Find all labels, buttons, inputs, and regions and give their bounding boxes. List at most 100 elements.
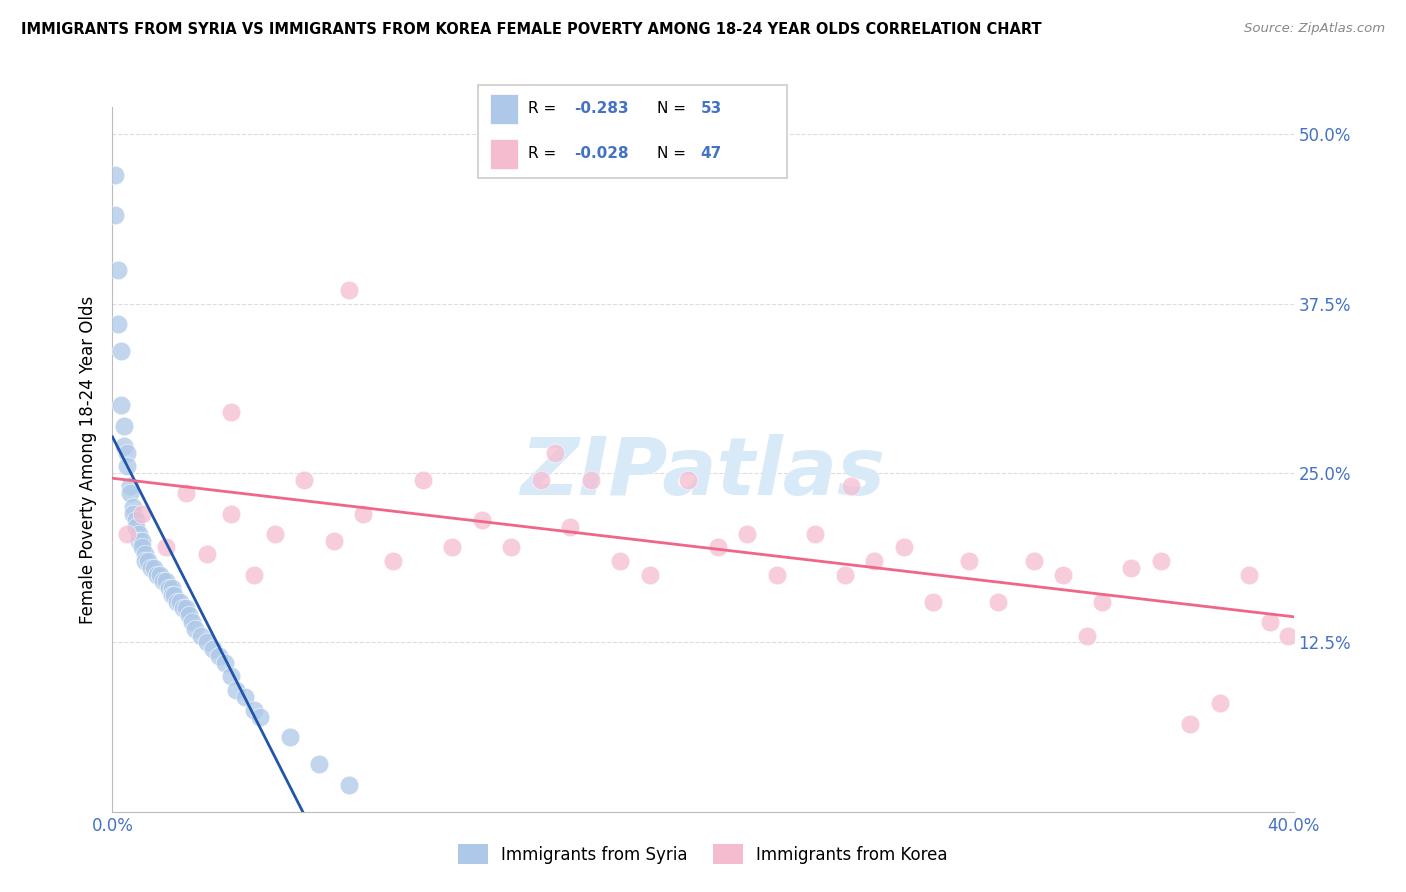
Point [411, 473, 433, 487]
Point [214, 656, 236, 670]
Point [195, 635, 218, 649]
Point [1239, 567, 1261, 582]
Point [120, 486, 142, 500]
Point [134, 554, 156, 568]
Point [1150, 554, 1173, 568]
Point [219, 507, 242, 521]
Point [863, 554, 886, 568]
Point [558, 520, 582, 534]
Point [292, 473, 315, 487]
Point [112, 418, 135, 433]
FancyBboxPatch shape [478, 85, 787, 178]
Point [706, 541, 728, 555]
Point [146, 567, 169, 582]
Y-axis label: Female Poverty Among 18-24 Year Olds: Female Poverty Among 18-24 Year Olds [79, 295, 97, 624]
Point [1022, 554, 1045, 568]
Point [529, 473, 551, 487]
Point [195, 547, 218, 561]
Point [337, 283, 360, 297]
Point [139, 561, 162, 575]
Point [249, 710, 271, 724]
Point [172, 601, 194, 615]
Point [125, 520, 148, 534]
Point [125, 513, 148, 527]
Point [323, 533, 346, 548]
Text: -0.028: -0.028 [574, 146, 628, 161]
Point [152, 574, 174, 589]
Point [957, 554, 980, 568]
Point [1208, 696, 1232, 710]
Point [987, 595, 1010, 609]
Text: 53: 53 [700, 101, 723, 116]
Point [122, 500, 145, 514]
Text: N =: N = [658, 101, 692, 116]
FancyBboxPatch shape [491, 95, 519, 124]
Text: R =: R = [527, 146, 561, 161]
Point [470, 513, 494, 527]
Point [149, 567, 172, 582]
Point [107, 262, 129, 277]
Text: IMMIGRANTS FROM SYRIA VS IMMIGRANTS FROM KOREA FEMALE POVERTY AMONG 18-24 YEAR O: IMMIGRANTS FROM SYRIA VS IMMIGRANTS FROM… [21, 22, 1042, 37]
Point [174, 601, 197, 615]
Point [609, 554, 631, 568]
Point [278, 730, 301, 744]
Point [155, 541, 177, 555]
Point [142, 561, 165, 575]
Point [107, 317, 129, 331]
Point [737, 527, 759, 541]
Text: ZIPatlas: ZIPatlas [520, 434, 886, 513]
Point [128, 527, 150, 541]
Point [128, 533, 150, 548]
Point [179, 608, 201, 623]
Point [678, 473, 700, 487]
Point [225, 682, 247, 697]
Point [243, 567, 266, 582]
Point [117, 527, 138, 541]
Point [160, 588, 183, 602]
Point [104, 209, 127, 223]
Point [264, 527, 287, 541]
Point [174, 486, 197, 500]
Point [441, 541, 464, 555]
Point [134, 547, 156, 561]
Point [163, 588, 186, 602]
Text: -0.283: -0.283 [574, 101, 628, 116]
Point [544, 445, 567, 459]
Point [112, 439, 135, 453]
Point [117, 445, 138, 459]
Point [1178, 716, 1201, 731]
Point [208, 648, 231, 663]
Point [169, 595, 191, 609]
Point [893, 541, 915, 555]
Text: 47: 47 [700, 146, 723, 161]
Point [352, 507, 374, 521]
Point [131, 541, 153, 555]
Point [1277, 628, 1299, 642]
Point [181, 615, 204, 629]
Point [131, 507, 153, 521]
Point [766, 567, 789, 582]
Point [184, 622, 207, 636]
Point [117, 459, 138, 474]
Point [382, 554, 405, 568]
Point [219, 405, 242, 419]
Point [839, 479, 862, 493]
Legend: Immigrants from Syria, Immigrants from Korea: Immigrants from Syria, Immigrants from K… [451, 838, 955, 871]
Point [834, 567, 856, 582]
Point [157, 581, 180, 595]
Point [120, 479, 142, 493]
Point [110, 398, 132, 412]
Point [1052, 567, 1074, 582]
Point [219, 669, 242, 683]
Point [160, 581, 183, 595]
Point [1076, 628, 1098, 642]
Point [638, 567, 661, 582]
Text: N =: N = [658, 146, 692, 161]
Point [155, 574, 177, 589]
Point [1119, 561, 1142, 575]
Point [501, 541, 523, 555]
Text: R =: R = [527, 101, 561, 116]
Point [579, 473, 602, 487]
Point [104, 168, 127, 182]
Point [110, 343, 132, 358]
